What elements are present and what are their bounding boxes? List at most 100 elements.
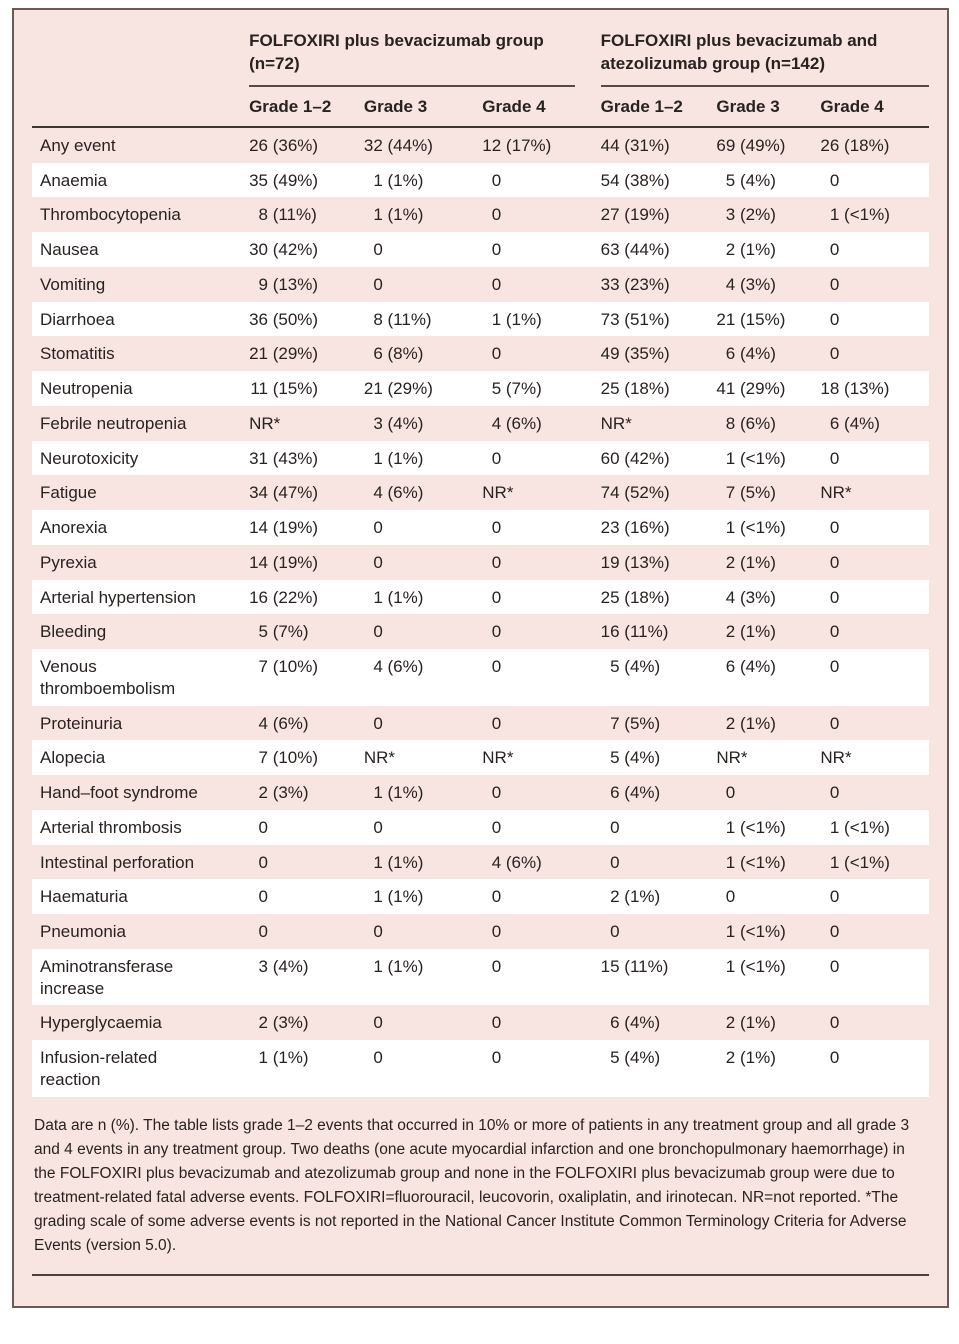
event-value-cell: 4 (3%): [725, 274, 776, 294]
event-value-cell: 73 (51%): [600, 309, 670, 329]
event-value-cell: 0: [610, 922, 620, 942]
event-row: Any event 26 (36%) 32 (44%) 12 (17%) 44 (31%…: [32, 127, 929, 163]
event-value-cell: 0: [829, 1048, 840, 1068]
event-value-cell: 1 (<1%): [829, 817, 890, 837]
table-footnote: Data are n (%). The table lists grade 1–…: [34, 1116, 910, 1255]
event-value-cell: NR*: [482, 483, 514, 503]
event-value-cell: 6 (4%): [725, 344, 776, 364]
event-value-cell: 0: [373, 552, 383, 572]
table-body: Any event 26 (36%) 32 (44%) 12 (17%) 44 (31%…: [32, 127, 929, 1097]
event-value-cell: 1 (<1%): [725, 448, 786, 468]
event-value-cell: 16 (11%): [600, 622, 669, 642]
event-value-cell: 3 (2%): [725, 205, 776, 225]
column-header-grade-3-group1: Grade 3: [363, 86, 483, 128]
event-value-cell: 1 (<1%): [725, 852, 786, 872]
event-value-cell: 2 (1%): [725, 1013, 776, 1033]
event-value-cell: 6 (4%): [610, 783, 661, 803]
event-value-cell: 1 (1%): [373, 587, 424, 607]
event-label: Pyrexia: [40, 552, 97, 572]
group-header-bevacizumab-atezolizumab: FOLFOXIRI plus bevacizumab and atezolizu…: [600, 30, 929, 87]
event-value-cell: 32 (44%): [363, 135, 433, 155]
event-value-cell: 31 (43%): [249, 448, 319, 468]
event-value-cell: 18 (13%): [820, 379, 890, 399]
event-value-cell: 36 (50%): [249, 309, 319, 329]
event-value-cell: 0: [491, 713, 502, 733]
event-value-cell: 44 (31%): [600, 135, 670, 155]
event-value-cell: 35 (49%): [249, 170, 319, 190]
event-value-cell: 0: [491, 344, 502, 364]
event-value-cell: 0: [829, 448, 840, 468]
event-label: Nausea: [40, 240, 99, 260]
event-value-cell: 0: [491, 1013, 502, 1033]
event-value-cell: 0: [829, 622, 840, 642]
event-value-cell: 0: [829, 170, 840, 190]
event-value-cell: 0: [829, 956, 840, 976]
event-label: Fatigue: [40, 483, 97, 503]
event-label: Stomatitis: [40, 344, 115, 364]
event-value-cell: 0: [829, 657, 840, 677]
event-value-cell: 3 (4%): [373, 413, 424, 433]
event-value-cell: 2 (1%): [610, 887, 661, 907]
event-label: Bleeding: [40, 622, 107, 642]
event-value-cell: 0: [491, 518, 502, 538]
event-label: Neurotoxicity: [40, 448, 139, 468]
event-row: Hand–foot syndrome 2 (3%) 1 (1%) 0 6 (4%) 0 0: [32, 775, 929, 810]
event-label: Hand–foot syndrome: [40, 783, 198, 803]
event-row: Anorexia 14 (19%) 0 0 23 (16%) 1 (<1%) 0: [32, 510, 929, 545]
event-value-cell: 0: [491, 552, 502, 572]
event-value-cell: 0: [829, 922, 840, 942]
event-row: Pyrexia 14 (19%) 0 0 19 (13%) 2 (1%) 0: [32, 545, 929, 580]
event-value-cell: 16 (22%): [249, 587, 319, 607]
event-value-cell: 0: [725, 783, 736, 803]
event-value-cell: 0: [491, 657, 502, 677]
event-value-cell: NR*: [716, 748, 748, 768]
event-value-cell: 15 (11%): [600, 956, 669, 976]
group-header-bevacizumab-atezolizumab-label: FOLFOXIRI plus bevacizumab and atezolizu…: [600, 30, 929, 87]
event-value-cell: 0: [829, 274, 840, 294]
event-label: Hyperglycaemia: [40, 1013, 162, 1033]
event-value-cell: 1 (1%): [373, 448, 424, 468]
event-value-cell: 2 (3%): [258, 1013, 309, 1033]
column-header-grade-3-group2: Grade 3: [716, 86, 821, 128]
event-row: Infusion-related reaction 1 (1%) 0 0 5 (4%) 2…: [32, 1040, 929, 1097]
event-value-cell: 41 (29%): [716, 379, 786, 399]
event-value-cell: NR*: [363, 748, 396, 768]
event-value-cell: 27 (19%): [600, 205, 670, 225]
event-value-cell: 2 (1%): [725, 1048, 776, 1068]
event-label: Aminotransferase increase: [40, 956, 174, 998]
event-value-cell: 1 (<1%): [829, 852, 890, 872]
event-value-cell: 6 (8%): [373, 344, 424, 364]
group-header-bevacizumab: FOLFOXIRI plus bevacizumab group (n=72): [249, 30, 601, 87]
event-value-cell: 0: [373, 713, 383, 733]
event-value-cell: 4 (6%): [491, 852, 542, 872]
event-row: Alopecia 7 (10%) NR* NR* 5 (4%) NR* NR*: [32, 740, 929, 776]
event-value-cell: 0: [373, 518, 383, 538]
event-value-cell: 0: [491, 887, 502, 907]
event-value-cell: 0: [491, 1048, 502, 1068]
event-row: Bleeding 5 (7%) 0 0 16 (11%) 2 (1%) 0: [32, 614, 929, 649]
event-value-cell: 0: [829, 309, 840, 329]
event-value-cell: 8 (11%): [258, 205, 317, 225]
event-row: Haematuria 0 1 (1%) 0 2 (1%) 0 0: [32, 879, 929, 915]
event-value-cell: 0: [491, 448, 502, 468]
event-label: Infusion-related reaction: [40, 1048, 158, 1089]
event-value-cell: 2 (3%): [258, 783, 309, 803]
event-value-cell: 14 (19%): [249, 552, 319, 572]
empty-corner-cell: [32, 86, 250, 128]
event-value-cell: 74 (52%): [600, 483, 670, 503]
event-row: Febrile neutropenia NR* 3 (4%) 4 (6%) NR* 8 (…: [32, 406, 929, 441]
event-row: Neutropenia 11 (15%) 21 (29%) 5 (7%) 25 (18%…: [32, 371, 929, 406]
event-value-cell: 1 (1%): [373, 956, 424, 976]
column-header-grade-4-group2: Grade 4: [820, 86, 929, 128]
event-row: Pneumonia 0 0 0 0 1 (<1%) 0: [32, 914, 929, 949]
event-value-cell: 1 (1%): [373, 887, 424, 907]
event-row: Stomatitis 21 (29%) 6 (8%) 0 49 (35%) 6 (4%) 0: [32, 336, 929, 371]
event-value-cell: 63 (44%): [600, 240, 670, 260]
event-value-cell: 1 (1%): [258, 1048, 309, 1068]
event-value-cell: 0: [373, 240, 383, 260]
event-value-cell: 1 (1%): [373, 170, 424, 190]
event-value-cell: 0: [725, 887, 736, 907]
event-label: Haematuria: [40, 887, 128, 907]
event-value-cell: 8 (6%): [725, 413, 776, 433]
event-row: Venous thromboembolism 7 (10%) 4 (6%) 0 5 (4…: [32, 649, 929, 706]
